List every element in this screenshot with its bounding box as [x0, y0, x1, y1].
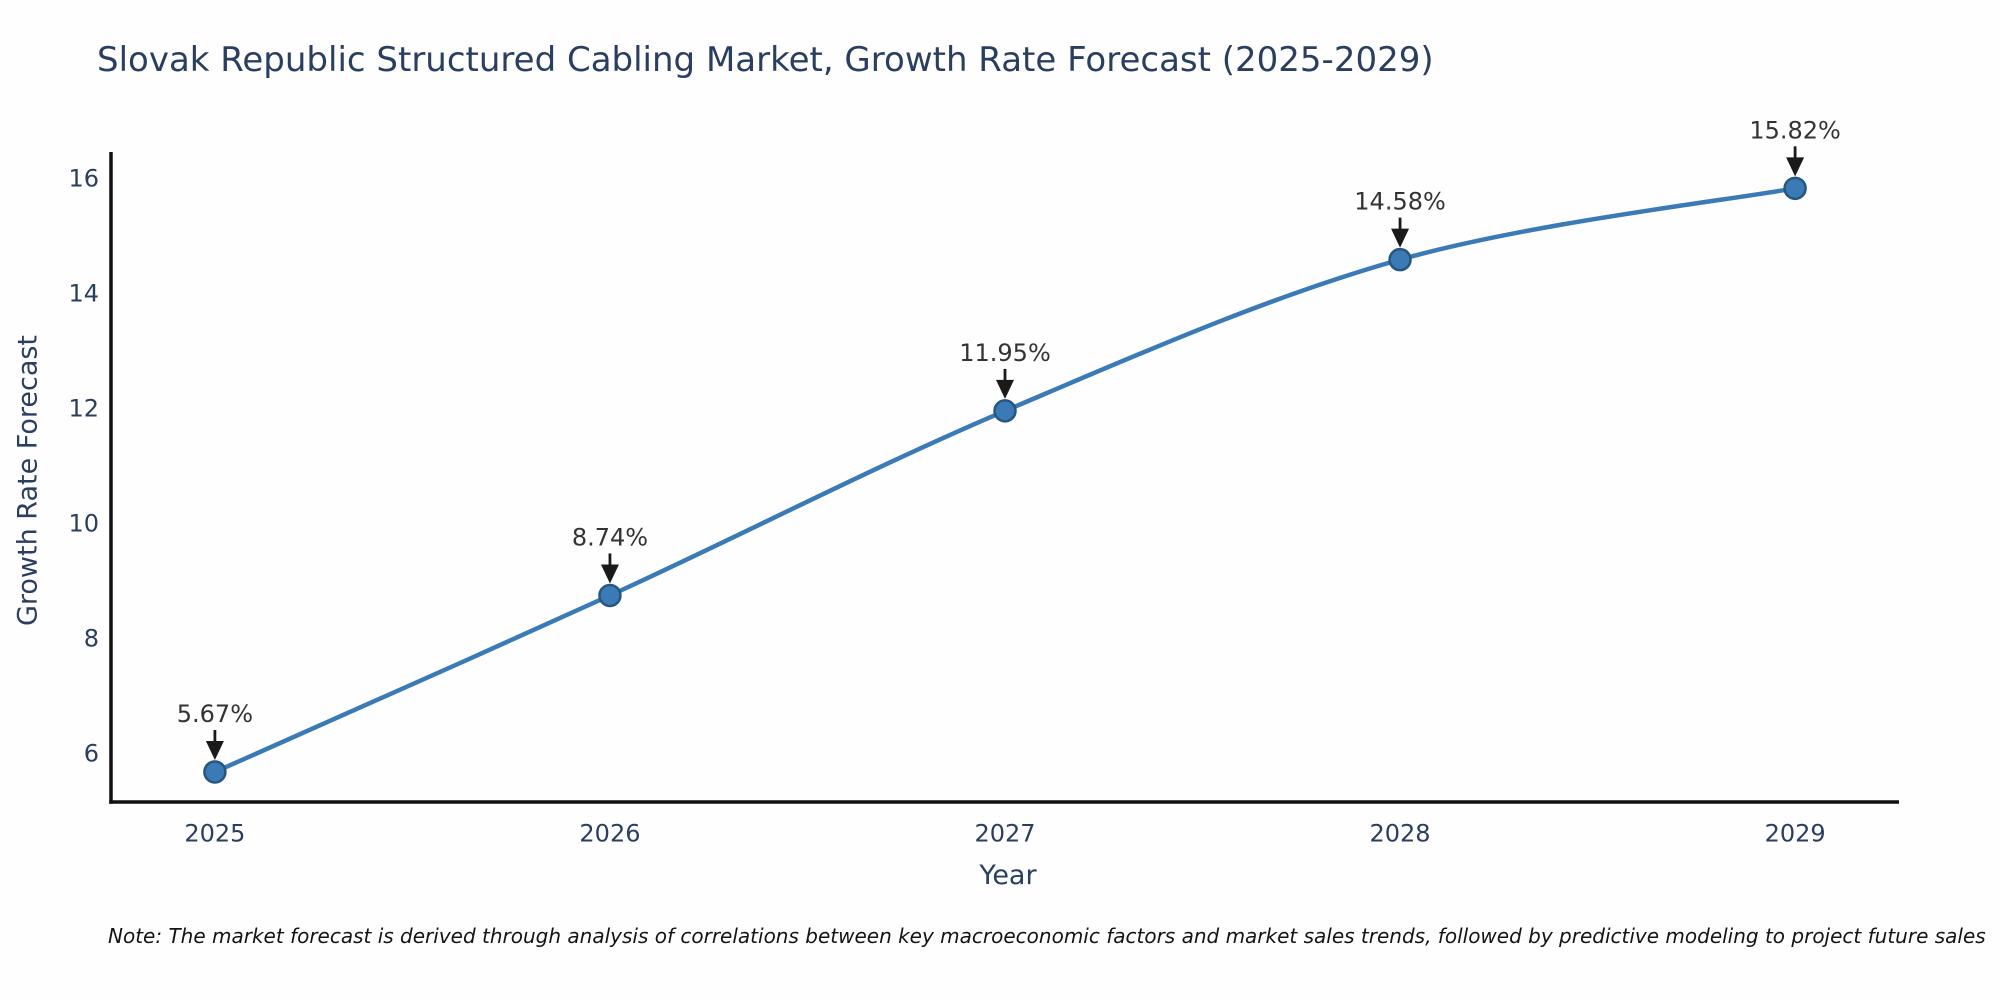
- y-axis-title: Growth Rate Forecast: [12, 334, 44, 627]
- x-tick-label: 2025: [184, 819, 245, 847]
- annotation-arrow-head: [205, 740, 224, 760]
- x-tick-label: 2029: [1765, 819, 1826, 847]
- footnote: Note: The market forecast is derived thr…: [108, 924, 1986, 948]
- x-axis-title: Year: [979, 860, 1037, 891]
- data-point-marker: [203, 760, 227, 784]
- x-tick-label: 2028: [1370, 819, 1431, 847]
- data-point-marker: [993, 399, 1017, 423]
- y-tick-label: 6: [84, 739, 99, 767]
- trend-line: [212, 186, 1798, 775]
- y-tick-label: 8: [84, 624, 99, 652]
- data-point-marker: [1388, 247, 1412, 272]
- data-point-marker: [1783, 176, 1807, 201]
- annotation-arrow-head: [996, 379, 1014, 399]
- y-tick-label: 10: [68, 509, 99, 537]
- x-tick-label: 2026: [579, 819, 640, 847]
- annotation-label: 8.74%: [572, 523, 648, 551]
- annotation-label: 11.95%: [959, 339, 1051, 367]
- chart-title: Slovak Republic Structured Cabling Marke…: [97, 40, 1434, 80]
- annotation-arrow-head: [600, 564, 619, 584]
- y-tick-label: 16: [68, 164, 99, 192]
- y-tick-label: 12: [68, 394, 99, 422]
- data-point-marker: [598, 583, 622, 608]
- annotation-arrow-head: [1786, 157, 1805, 177]
- x-tick-label: 2027: [974, 819, 1035, 847]
- annotation-label: 14.58%: [1354, 188, 1446, 216]
- annotation-label: 5.67%: [177, 700, 253, 728]
- annotation-label: 15.82%: [1749, 116, 1841, 144]
- annotation-arrow-head: [1391, 228, 1410, 248]
- y-tick-label: 14: [68, 279, 99, 307]
